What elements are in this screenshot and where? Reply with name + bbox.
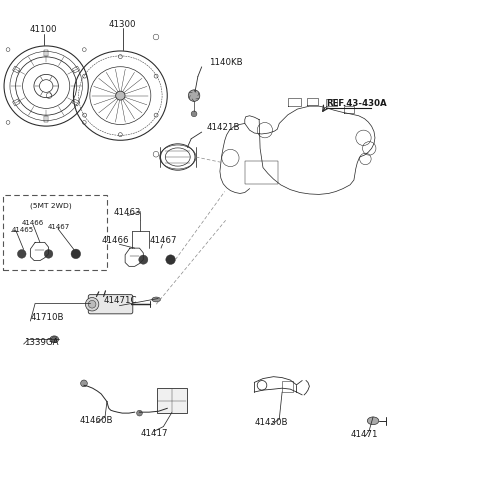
Ellipse shape xyxy=(116,92,125,101)
Text: 41460B: 41460B xyxy=(80,415,113,424)
Text: 41463: 41463 xyxy=(114,207,141,216)
FancyBboxPatch shape xyxy=(157,388,187,413)
Bar xyxy=(12,100,20,107)
Text: 41300: 41300 xyxy=(109,20,136,28)
Bar xyxy=(72,100,80,107)
Text: 1339GA: 1339GA xyxy=(24,337,58,346)
Bar xyxy=(44,51,48,57)
Text: 41466: 41466 xyxy=(102,236,129,245)
Text: 41465: 41465 xyxy=(11,227,33,232)
Circle shape xyxy=(51,336,57,342)
Text: 41466: 41466 xyxy=(22,220,44,226)
Circle shape xyxy=(44,250,53,259)
Text: 41430B: 41430B xyxy=(254,417,288,426)
Text: 41467: 41467 xyxy=(48,224,70,229)
Text: 41100: 41100 xyxy=(30,25,58,34)
Circle shape xyxy=(188,91,200,102)
Circle shape xyxy=(166,255,175,265)
Text: 1140KB: 1140KB xyxy=(209,58,242,67)
Ellipse shape xyxy=(50,336,59,343)
Text: 41471: 41471 xyxy=(351,429,378,438)
Circle shape xyxy=(88,301,96,309)
FancyBboxPatch shape xyxy=(88,295,133,314)
Text: 41710B: 41710B xyxy=(30,312,64,322)
Circle shape xyxy=(137,410,143,416)
Text: REF.43-430A: REF.43-430A xyxy=(326,99,387,108)
Text: 41417: 41417 xyxy=(140,428,168,437)
Bar xyxy=(72,67,80,74)
Text: 41467: 41467 xyxy=(150,236,177,245)
Ellipse shape xyxy=(367,417,379,425)
Circle shape xyxy=(191,112,197,118)
Bar xyxy=(245,161,278,184)
Text: (5MT 2WD): (5MT 2WD) xyxy=(30,202,72,208)
Bar xyxy=(44,117,48,123)
Circle shape xyxy=(139,255,148,264)
Circle shape xyxy=(71,250,81,259)
Bar xyxy=(282,382,293,392)
Text: 41421B: 41421B xyxy=(206,123,240,132)
Circle shape xyxy=(85,298,99,312)
Text: 41471C: 41471C xyxy=(104,296,137,305)
Bar xyxy=(12,67,20,74)
Ellipse shape xyxy=(152,298,160,302)
Circle shape xyxy=(17,250,26,259)
Circle shape xyxy=(81,380,87,387)
